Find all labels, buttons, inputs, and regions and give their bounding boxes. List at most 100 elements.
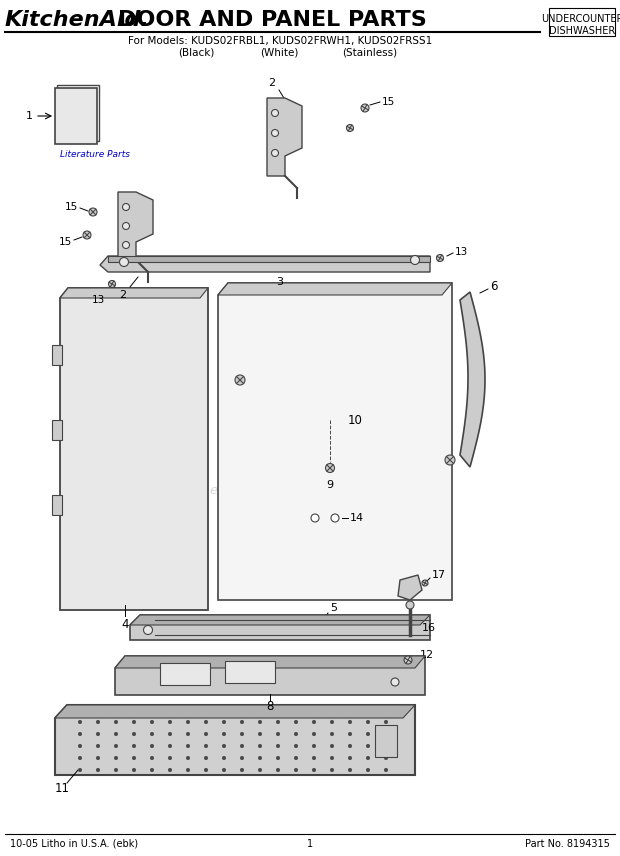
Circle shape (114, 732, 118, 736)
Circle shape (114, 756, 118, 760)
Bar (55, 88, 97, 144)
Text: 13: 13 (91, 295, 105, 305)
Circle shape (204, 768, 208, 772)
Circle shape (114, 720, 118, 724)
Text: 10-05 Litho in U.S.A. (ebk): 10-05 Litho in U.S.A. (ebk) (10, 839, 138, 849)
Circle shape (347, 124, 353, 132)
Circle shape (258, 732, 262, 736)
Circle shape (83, 231, 91, 239)
Circle shape (186, 756, 190, 760)
Text: Part No. 8194315: Part No. 8194315 (525, 839, 610, 849)
Circle shape (406, 601, 414, 609)
Polygon shape (55, 705, 415, 718)
Circle shape (132, 756, 136, 760)
Circle shape (366, 720, 370, 724)
Circle shape (258, 768, 262, 772)
Text: UNDERCOUNTER
DISHWASHER: UNDERCOUNTER DISHWASHER (541, 14, 620, 36)
Circle shape (123, 223, 130, 229)
Polygon shape (130, 615, 430, 625)
Circle shape (312, 720, 316, 724)
Circle shape (312, 756, 316, 760)
Text: 15: 15 (59, 237, 72, 247)
Circle shape (240, 756, 244, 760)
Circle shape (422, 580, 428, 586)
Circle shape (78, 720, 82, 724)
Polygon shape (218, 283, 452, 295)
Circle shape (78, 744, 82, 748)
Circle shape (168, 720, 172, 724)
Circle shape (78, 768, 82, 772)
Text: 4: 4 (122, 618, 129, 631)
Text: 6: 6 (490, 280, 497, 293)
Text: 1: 1 (26, 111, 33, 121)
Circle shape (168, 732, 172, 736)
Circle shape (384, 720, 388, 724)
Circle shape (168, 756, 172, 760)
Circle shape (272, 129, 278, 136)
Text: 15: 15 (64, 202, 78, 212)
Text: (White): (White) (260, 47, 298, 57)
Bar (375, 725, 397, 757)
Circle shape (96, 720, 100, 724)
Circle shape (276, 732, 280, 736)
Circle shape (89, 208, 97, 216)
Text: 5: 5 (330, 603, 337, 613)
Circle shape (132, 744, 136, 748)
Text: 2: 2 (120, 290, 126, 300)
Text: eReplacementParts.com: eReplacementParts.com (209, 484, 371, 496)
Circle shape (312, 744, 316, 748)
Text: 17: 17 (432, 570, 446, 580)
Circle shape (204, 744, 208, 748)
Circle shape (294, 768, 298, 772)
Circle shape (123, 241, 130, 248)
Circle shape (366, 768, 370, 772)
Circle shape (294, 732, 298, 736)
Polygon shape (60, 288, 208, 610)
Circle shape (312, 732, 316, 736)
Polygon shape (218, 283, 452, 600)
Circle shape (276, 768, 280, 772)
Bar (57, 85, 99, 141)
Text: 3: 3 (277, 277, 283, 287)
Polygon shape (100, 256, 430, 272)
Circle shape (361, 104, 369, 112)
Circle shape (150, 744, 154, 748)
Text: 11: 11 (55, 782, 70, 795)
Circle shape (168, 768, 172, 772)
Circle shape (78, 732, 82, 736)
Text: 2: 2 (268, 78, 275, 88)
Circle shape (108, 281, 115, 288)
Circle shape (312, 768, 316, 772)
Circle shape (150, 768, 154, 772)
Circle shape (276, 744, 280, 748)
Circle shape (311, 514, 319, 522)
Circle shape (222, 744, 226, 748)
Circle shape (272, 150, 278, 157)
Circle shape (186, 732, 190, 736)
Text: 16: 16 (422, 623, 436, 633)
Circle shape (258, 756, 262, 760)
Circle shape (348, 744, 352, 748)
Bar (549, 8, 615, 36)
Circle shape (204, 720, 208, 724)
Circle shape (272, 110, 278, 116)
Circle shape (331, 514, 339, 522)
Circle shape (240, 732, 244, 736)
Circle shape (222, 768, 226, 772)
Circle shape (258, 744, 262, 748)
Bar (160, 663, 210, 685)
Circle shape (348, 756, 352, 760)
Circle shape (132, 720, 136, 724)
Bar (52, 420, 62, 440)
Polygon shape (115, 656, 425, 668)
Bar (225, 661, 275, 683)
Circle shape (78, 756, 82, 760)
Circle shape (330, 720, 334, 724)
Text: 12: 12 (420, 650, 434, 660)
Circle shape (330, 768, 334, 772)
Circle shape (222, 756, 226, 760)
Circle shape (186, 720, 190, 724)
Circle shape (366, 744, 370, 748)
Circle shape (240, 768, 244, 772)
Circle shape (222, 720, 226, 724)
